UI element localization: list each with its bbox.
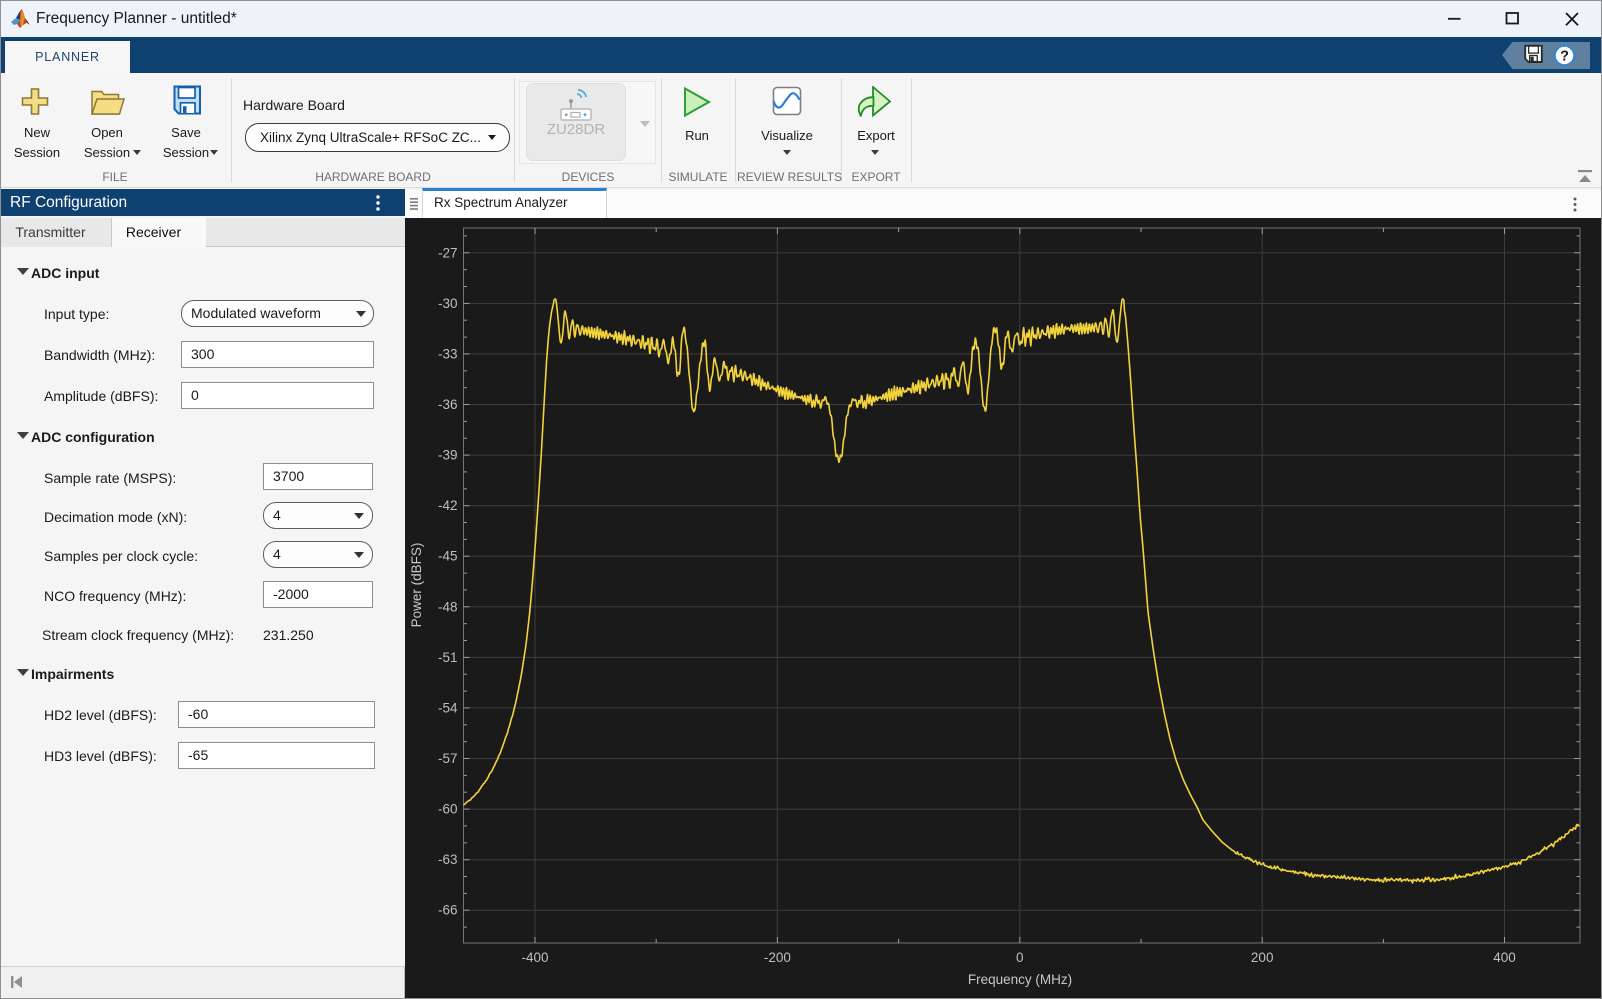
svg-text:?: ?	[1560, 49, 1569, 65]
svg-text:-33: -33	[438, 346, 458, 361]
svg-text:-42: -42	[438, 498, 458, 513]
svg-text:-57: -57	[438, 751, 458, 766]
svg-text:200: 200	[1251, 950, 1274, 965]
svg-text:-63: -63	[438, 852, 458, 867]
svg-text:-36: -36	[438, 397, 458, 412]
svg-text:400: 400	[1493, 950, 1516, 965]
svg-text:-60: -60	[438, 802, 458, 817]
svg-text:-45: -45	[438, 549, 458, 564]
svg-text:-30: -30	[438, 296, 458, 311]
svg-text:-400: -400	[521, 950, 548, 965]
svg-text:Frequency (MHz): Frequency (MHz)	[968, 972, 1072, 987]
svg-text:-200: -200	[764, 950, 791, 965]
svg-text:-66: -66	[438, 903, 458, 918]
svg-text:-39: -39	[438, 448, 458, 463]
svg-text:-51: -51	[438, 650, 458, 665]
svg-text:-48: -48	[438, 599, 458, 614]
svg-text:0: 0	[1016, 950, 1024, 965]
svg-text:-54: -54	[438, 700, 458, 715]
svg-text:Power (dBFS): Power (dBFS)	[409, 543, 424, 628]
svg-text:-27: -27	[438, 245, 458, 260]
